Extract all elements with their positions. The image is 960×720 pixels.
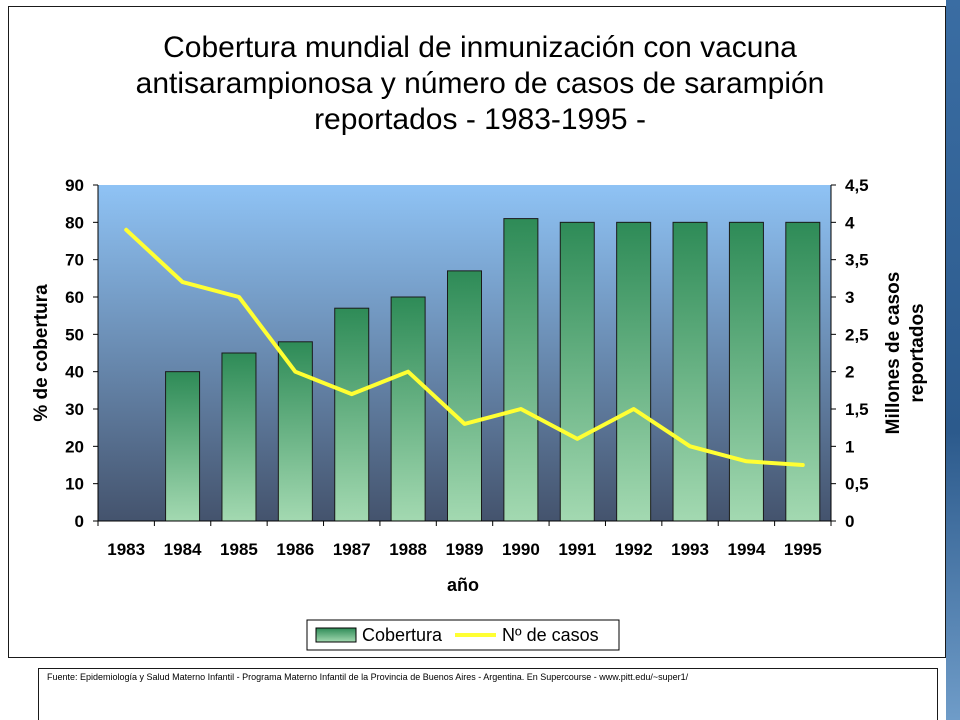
x-tick-labels: 1983 1984 1985 1986 1987 1988 1989 1990 1991 1992… <box>107 540 821 559</box>
y2-tick-label: 3,5 <box>845 251 869 270</box>
bar-1991 <box>559 221 595 522</box>
bar-1988 <box>390 296 426 522</box>
y-tick-label: 40 <box>65 363 84 382</box>
bar-1984 <box>165 371 201 522</box>
bar-1989 <box>447 270 482 522</box>
chart-title: Cobertura mundial de inmunización con va… <box>135 31 825 136</box>
y2-tick-label: 0 <box>845 512 854 531</box>
y-tick-label: 20 <box>65 437 84 456</box>
y-tick-label: 80 <box>65 213 84 232</box>
x-axis-label: año <box>447 575 479 595</box>
x-tick-label: 1992 <box>615 540 653 559</box>
x-tick-label: 1983 <box>107 540 145 559</box>
y2-tick-label: 1 <box>845 437 854 456</box>
legend-label-casos: Nº de casos <box>502 625 599 645</box>
x-tick-label: 1984 <box>164 540 202 559</box>
source-note: Fuente: Epidemiología y Salud Materno In… <box>47 672 689 682</box>
axis-ticks <box>93 184 836 526</box>
line-series-cases <box>124 227 805 467</box>
slide-accent-bar <box>946 0 960 720</box>
x-tick-label: 1994 <box>728 540 766 559</box>
bar-1994 <box>728 221 764 522</box>
y2-tick-label: 1,5 <box>845 400 869 419</box>
x-tick-label: 1986 <box>276 540 314 559</box>
legend-label-cobertura: Cobertura <box>362 625 443 645</box>
y2-tick-label: 3 <box>845 288 854 307</box>
y-tick-label: 90 <box>65 176 84 195</box>
x-tick-label: 1988 <box>389 540 427 559</box>
x-tick-label: 1995 <box>784 540 822 559</box>
y-tick-label: 60 <box>65 288 84 307</box>
x-tick-label: 1990 <box>502 540 540 559</box>
y2-tick-label: 2,5 <box>845 325 869 344</box>
legend: Cobertura Nº de casos <box>306 619 620 651</box>
x-tick-label: 1993 <box>671 540 709 559</box>
y-tick-label: 0 <box>75 512 84 531</box>
x-tick-label: 1989 <box>446 540 484 559</box>
y2-tick-label: 4,5 <box>845 176 869 195</box>
y2-tick-label: 0,5 <box>845 475 869 494</box>
y-tick-labels: 0 10 20 30 40 50 60 70 80 90 <box>65 176 84 531</box>
y2-tick-label: 4 <box>845 213 855 232</box>
y-tick-label: 30 <box>65 400 84 419</box>
legend-swatch-cobertura <box>315 627 357 643</box>
bar-series <box>165 218 821 522</box>
y-tick-label: 70 <box>65 251 84 270</box>
bar-1987 <box>334 307 370 522</box>
bar-1993 <box>672 221 708 522</box>
y2-axis-label-line1: Millones de casos <box>883 272 904 435</box>
bar-1995 <box>785 221 821 522</box>
y2-tick-labels: 0 0,5 1 1,5 2 2,5 3 3,5 4 4,5 <box>845 176 869 531</box>
bar-1990 <box>503 218 539 522</box>
source-footer: Fuente: Epidemiología y Salud Materno In… <box>38 668 938 720</box>
x-tick-label: 1991 <box>558 540 596 559</box>
bar-1992 <box>616 221 652 522</box>
x-tick-label: 1985 <box>220 540 258 559</box>
y-axis-label: % de cobertura <box>31 284 52 422</box>
y-tick-label: 50 <box>65 325 84 344</box>
y2-axis-label-line2: reportados <box>907 303 928 402</box>
bar-1985 <box>221 352 257 522</box>
x-tick-label: 1987 <box>333 540 371 559</box>
y2-tick-label: 2 <box>845 363 854 382</box>
y-tick-label: 10 <box>65 475 84 494</box>
